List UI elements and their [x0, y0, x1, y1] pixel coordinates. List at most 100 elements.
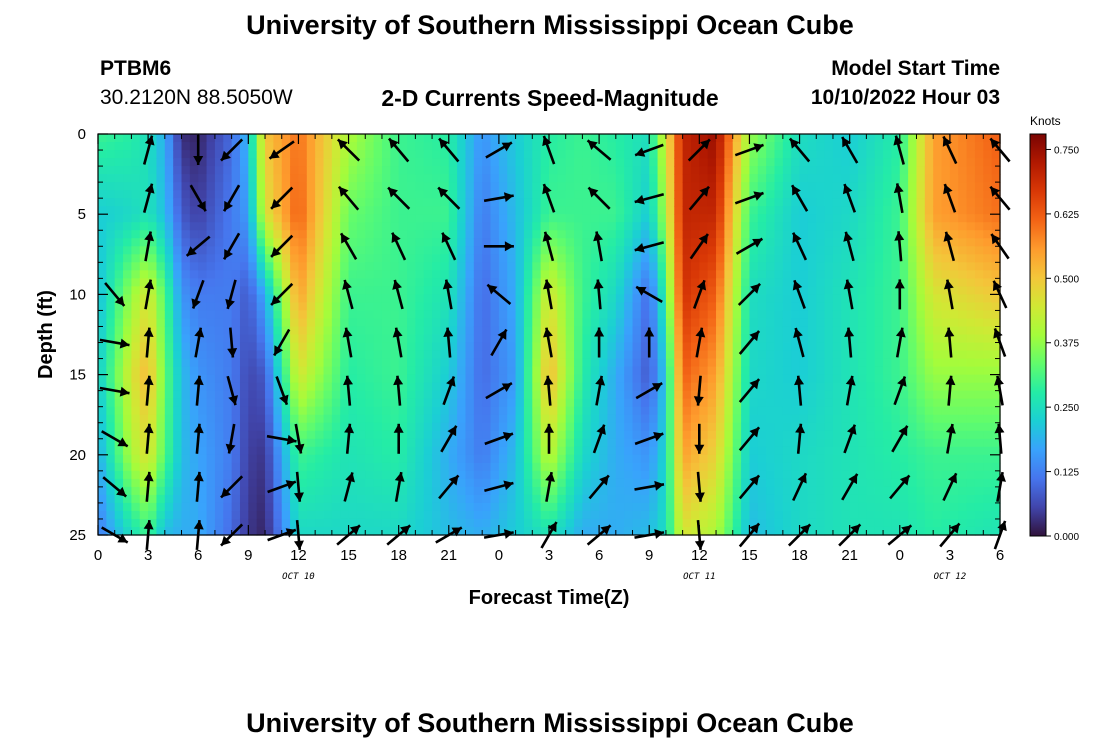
heatmap-cell [757, 230, 767, 239]
heatmap-cell [574, 238, 584, 247]
heatmap-cell [866, 150, 876, 159]
heatmap-cell [615, 278, 625, 287]
heatmap-cell [356, 190, 366, 199]
heatmap-cell [265, 166, 274, 175]
heatmap-cell [649, 134, 659, 143]
heatmap-cell [632, 350, 642, 360]
heatmap-cell [473, 166, 483, 175]
heatmap-cell [523, 334, 533, 344]
heatmap-cell [716, 334, 725, 344]
heatmap-cell [858, 350, 867, 360]
heatmap-cell [532, 158, 542, 167]
heatmap-cell [532, 430, 542, 440]
heatmap-cell [98, 214, 107, 223]
heatmap-cell [891, 334, 901, 344]
heatmap-cell [540, 206, 550, 215]
heatmap-cell [331, 182, 341, 191]
heatmap-cell [148, 190, 158, 199]
heatmap-cell [98, 174, 107, 183]
heatmap-cell [507, 486, 517, 496]
heatmap-cell [657, 310, 667, 320]
heatmap-cell [348, 502, 358, 512]
heatmap-cell [256, 486, 266, 496]
heatmap-cell [724, 430, 734, 440]
heatmap-cell [807, 390, 817, 400]
heatmap-cell [298, 230, 308, 239]
heatmap-cell [816, 422, 826, 432]
heatmap-cell [908, 222, 918, 231]
heatmap-cell [515, 382, 525, 392]
heatmap-cell [832, 366, 842, 376]
heatmap-cell [549, 438, 558, 448]
heatmap-cell [532, 462, 542, 472]
heatmap-cell [883, 406, 893, 416]
heatmap-cell [607, 374, 617, 384]
heatmap-cell [707, 454, 717, 464]
heatmap-cell [415, 182, 425, 191]
heatmap-cell [498, 310, 508, 320]
heatmap-cell [766, 246, 776, 255]
heatmap-cell [649, 158, 659, 167]
heatmap-cell [448, 310, 458, 320]
heatmap-cell [523, 390, 533, 400]
heatmap-cell [440, 214, 450, 223]
heatmap-cell [640, 334, 650, 344]
heatmap-cell [599, 438, 609, 448]
heatmap-cell [490, 214, 500, 223]
heatmap-cell [356, 510, 366, 520]
heatmap-cell [707, 262, 717, 271]
heatmap-cell [381, 150, 391, 159]
heatmap-cell [782, 310, 792, 320]
heatmap-cell [866, 526, 876, 536]
heatmap-cell [181, 430, 191, 440]
heatmap-cell [331, 334, 341, 344]
heatmap-cell [716, 270, 725, 279]
heatmap-cell [356, 502, 366, 512]
heatmap-cell [674, 494, 684, 504]
heatmap-cell [181, 270, 191, 279]
heatmap-cell [315, 478, 325, 488]
heatmap-cell [315, 294, 325, 304]
heatmap-cell [173, 518, 183, 528]
heatmap-cell [315, 270, 325, 279]
heatmap-cell [749, 134, 759, 143]
heatmap-cell [515, 502, 525, 512]
heatmap-cell [265, 518, 274, 528]
heatmap-cell [716, 174, 725, 183]
heatmap-cell [749, 510, 759, 520]
heatmap-cell [724, 374, 734, 384]
heatmap-cell [448, 286, 458, 295]
heatmap-cell [490, 366, 500, 376]
heatmap-cell [640, 326, 650, 336]
heatmap-cell [114, 182, 124, 191]
heatmap-cell [590, 350, 600, 360]
heatmap-cell [206, 334, 216, 344]
heatmap-cell [574, 206, 584, 215]
heatmap-cell [507, 318, 517, 328]
heatmap-cell [365, 318, 375, 328]
heatmap-cell [849, 358, 859, 368]
heatmap-cell [824, 286, 834, 295]
heatmap-cell [549, 190, 558, 199]
heatmap-cell [665, 142, 675, 151]
heatmap-cell [590, 206, 600, 215]
heatmap-cell [699, 406, 709, 416]
heatmap-cell [866, 486, 876, 496]
heatmap-cell [883, 342, 893, 352]
heatmap-cell [181, 262, 191, 271]
heatmap-cell [699, 158, 709, 167]
heatmap-cell [507, 374, 517, 384]
heatmap-cell [298, 366, 308, 376]
heatmap-cell [181, 334, 191, 344]
heatmap-cell [757, 406, 767, 416]
heatmap-cell [156, 358, 166, 368]
heatmap-cell [899, 470, 909, 480]
heatmap-cell [532, 406, 542, 416]
heatmap-cell [766, 430, 776, 440]
heatmap-cell [824, 350, 834, 360]
heatmap-cell [139, 262, 149, 271]
heatmap-cell [574, 150, 584, 159]
heatmap-cell [173, 190, 183, 199]
heatmap-cell [448, 302, 458, 312]
heatmap-cell [189, 222, 199, 231]
